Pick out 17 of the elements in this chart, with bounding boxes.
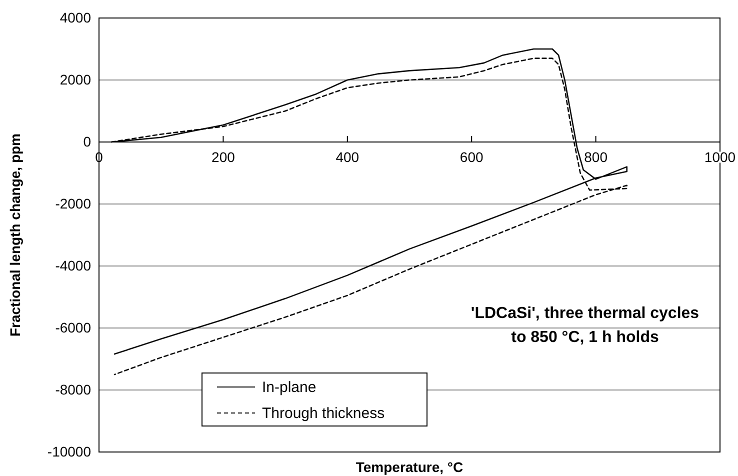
- y-tick-label: -2000: [55, 195, 92, 212]
- x-axis-title: Temperature, °C: [356, 459, 464, 475]
- y-tick-label: -4000: [55, 257, 92, 274]
- y-tick-label: 0: [83, 133, 92, 150]
- x-tick-label: 600: [460, 148, 484, 165]
- x-tick-label: 400: [336, 148, 360, 165]
- y-axis-title: Fractional length change, ppm: [7, 133, 23, 337]
- x-tick-label: 200: [212, 148, 236, 165]
- legend-label: In-plane: [262, 379, 316, 396]
- y-tick-label: -8000: [55, 381, 92, 398]
- annotation: 'LDCaSi', three thermal cycles to 850 °C, 1 h holds: [470, 305, 700, 346]
- y-tick-label: 2000: [60, 71, 92, 88]
- y-tick-label: -10000: [47, 443, 92, 460]
- y-tick-label: 4000: [60, 9, 92, 26]
- x-tick-label: 800: [584, 148, 608, 165]
- y-tick-label: -6000: [55, 319, 92, 336]
- legend-label: Through thickness: [262, 405, 385, 422]
